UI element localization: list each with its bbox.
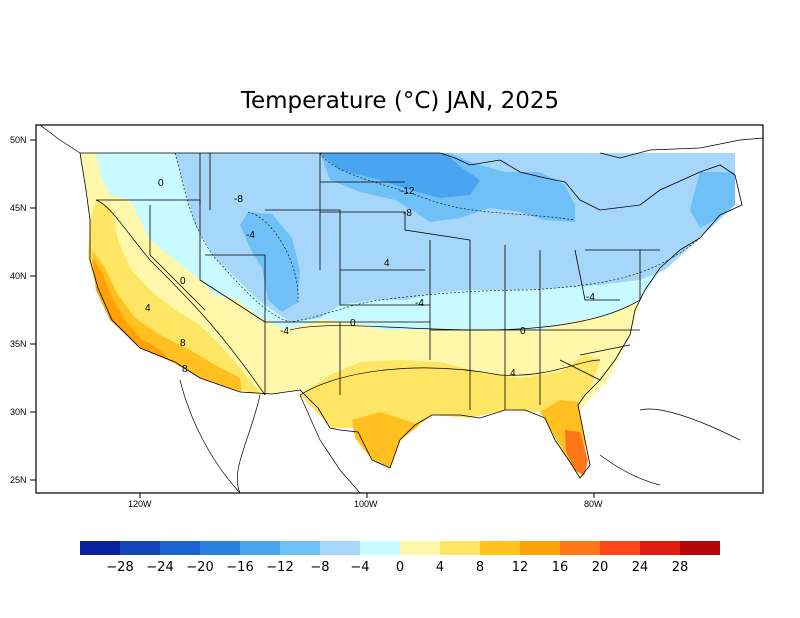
colorbar-label: −4 <box>350 560 369 575</box>
contour-label: 0 <box>180 276 186 287</box>
colorbar-label: 12 <box>512 560 529 575</box>
colorbar-label: 4 <box>436 560 444 575</box>
contour-label: -8 <box>234 194 243 205</box>
lat-label: 45N <box>10 203 27 213</box>
lat-label: 35N <box>10 339 27 349</box>
contour-lines <box>174 152 701 323</box>
temp-zone-minus12-minus8 <box>320 153 480 198</box>
contour-label: -4 <box>280 326 289 337</box>
colorbar-swatch <box>440 541 480 555</box>
colorbar-label: −28 <box>106 560 133 575</box>
colorbar-swatch <box>200 541 240 555</box>
contour-label: -4 <box>415 298 424 309</box>
contour-label: 0 <box>158 178 164 189</box>
contour-label: 4 <box>145 303 151 314</box>
colorbar-swatch <box>640 541 680 555</box>
boundaries <box>79 152 743 479</box>
contour-label: -4 <box>246 230 255 241</box>
map-frame <box>35 124 764 494</box>
colorbar-label: 28 <box>672 560 689 575</box>
contour-label: 0 <box>350 318 356 329</box>
lat-label: 25N <box>10 475 27 485</box>
colorbar-swatch <box>280 541 320 555</box>
lon-label: 100W <box>354 499 378 509</box>
lat-label: 40N <box>10 271 27 281</box>
colorbar: −28 −24 −20 −16 −12 −8 −4 0 4 8 12 16 20 24 28 <box>80 541 720 575</box>
colorbar-swatch <box>480 541 520 555</box>
colorbar-swatch <box>160 541 200 555</box>
colorbar-swatch <box>600 541 640 555</box>
latitude-axis: 50N 45N 40N 35N 30N 25N <box>10 135 36 485</box>
colorbar-label: 0 <box>396 560 404 575</box>
contour-label: -12 <box>400 186 415 197</box>
colorbar-swatch <box>80 541 120 555</box>
lat-label: 30N <box>10 407 27 417</box>
contour-label: 4 <box>510 368 516 379</box>
colorbar-label: 8 <box>476 560 484 575</box>
colorbar-swatch <box>360 541 400 555</box>
colorbar-swatch <box>320 541 360 555</box>
temp-zone-minus8-minus4-ne <box>690 172 735 228</box>
contour-labels: 0 -8 -12 -8 -4 -4 0 -4 0 4 8 0 4 -4 8 4 <box>145 178 595 379</box>
colorbar-label: −20 <box>186 560 213 575</box>
colorbar-label: −24 <box>146 560 173 575</box>
us-outline <box>79 152 743 479</box>
contour-label: 0 <box>520 326 526 337</box>
lon-label: 80W <box>584 499 603 509</box>
contour-label: -8 <box>403 208 412 219</box>
colorbar-swatch <box>560 541 600 555</box>
colorbar-label: −12 <box>266 560 293 575</box>
contour-label: 4 <box>384 258 390 269</box>
temp-zone-minus8-minus4-mountain <box>240 212 300 312</box>
contour-label: 8 <box>180 338 186 349</box>
map-title: Temperature (°C) JAN, 2025 <box>240 88 560 114</box>
colorbar-label: 20 <box>592 560 609 575</box>
colorbar-label: 24 <box>632 560 649 575</box>
contour-label: 8 <box>182 364 188 375</box>
lat-label: 50N <box>10 135 27 145</box>
contour-lines-solid <box>95 199 641 396</box>
temp-zone-16-20-florida <box>565 430 588 476</box>
contour-label: -4 <box>586 292 595 303</box>
colorbar-label: −8 <box>310 560 329 575</box>
colorbar-swatch <box>520 541 560 555</box>
temp-zone-8-12-west <box>88 200 262 395</box>
map-plot-area: 0 -8 -12 -8 -4 -4 0 -4 0 4 8 0 4 -4 8 4 <box>39 125 763 493</box>
colorbar-swatch <box>120 541 160 555</box>
colorbar-swatch <box>400 541 440 555</box>
colorbar-label: −16 <box>226 560 253 575</box>
colorbar-label: 16 <box>552 560 569 575</box>
surrounding-land <box>39 125 763 493</box>
colorbar-swatch <box>680 541 720 555</box>
colorbar-swatch <box>240 541 280 555</box>
longitude-axis: 120W 100W 80W <box>128 493 603 509</box>
lon-label: 120W <box>128 499 152 509</box>
